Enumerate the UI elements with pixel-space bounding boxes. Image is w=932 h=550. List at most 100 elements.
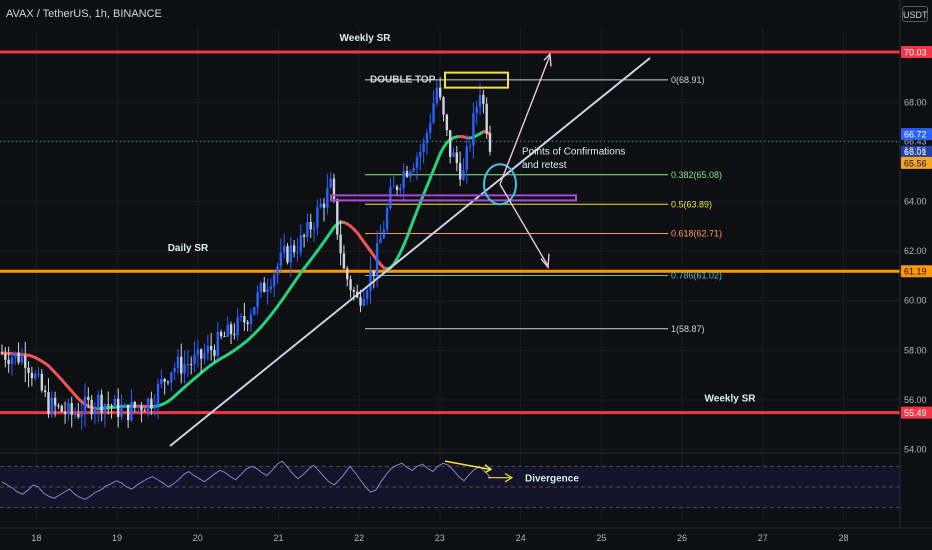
candle-body: [126, 404, 130, 421]
candle-body: [332, 178, 336, 200]
candle-body: [133, 401, 136, 408]
candle-body: [392, 186, 395, 188]
fib-label: 0(68.91): [671, 75, 705, 85]
time-tick: 21: [273, 533, 283, 543]
candle-body: [50, 397, 53, 415]
time-tick: 27: [758, 533, 768, 543]
divergence-label: Divergence: [525, 474, 579, 485]
trendline: [169, 57, 651, 447]
candle-body: [97, 394, 100, 409]
candle-body: [326, 187, 329, 208]
time-axis: 18 19 20 21 22 23 24 25 26 27 28: [0, 527, 932, 543]
candle-body: [153, 405, 156, 409]
confirmation-label-2: and retest: [522, 160, 567, 171]
candle-body: [302, 235, 306, 237]
double-top-box: [444, 71, 509, 89]
candle-body: [186, 363, 190, 365]
candle-body: [199, 349, 203, 359]
candle-body: [485, 103, 488, 134]
candle-body: [100, 394, 103, 413]
candle-body: [163, 378, 166, 382]
candle-body: [180, 356, 183, 374]
candle-body: [107, 404, 110, 406]
candle-body: [170, 372, 173, 383]
candle-body: [442, 97, 445, 115]
candle-body: [395, 186, 399, 190]
candle-body: [14, 352, 17, 358]
candle-body: [296, 252, 299, 254]
candle-body: [415, 157, 419, 169]
candle-body: [319, 203, 322, 208]
candle-body: [40, 373, 44, 391]
candle-body: [150, 398, 153, 409]
candle-body: [113, 398, 117, 407]
last-time-label: 18:56: [904, 145, 927, 155]
arrow-up-head: [543, 52, 552, 67]
fib-label: 1(58.87): [671, 324, 705, 334]
time-tick: 22: [354, 533, 364, 543]
price-tick: 68.00: [904, 97, 927, 107]
candle-body: [236, 317, 239, 335]
candle-body: [90, 399, 93, 415]
candle-body: [17, 352, 20, 363]
candle-body: [256, 292, 259, 308]
divergence-arrow-head: [504, 473, 514, 483]
candle-body: [216, 331, 219, 356]
candle-body: [140, 406, 143, 411]
time-tick: 18: [31, 533, 41, 543]
candle-body: [176, 356, 180, 369]
retest-circle: [483, 163, 517, 206]
price-axis: 68.00 66.43 64.00 62.00 60.00 58.00 56.00 54.00…: [899, 0, 932, 550]
rsi-line: [1, 460, 491, 500]
candle-body: [80, 414, 83, 417]
candle-body: [382, 229, 385, 239]
candle-body: [266, 289, 269, 293]
candle-body: [488, 133, 492, 152]
candle-body: [306, 221, 309, 237]
candle-body: [322, 203, 326, 208]
candle-body: [429, 122, 432, 133]
candle-body: [365, 290, 369, 299]
candle-body: [243, 316, 246, 323]
candle-body: [475, 106, 478, 114]
candle-body: [190, 363, 193, 365]
fib-label: 0.5(63.89): [671, 199, 712, 209]
candle-body: [276, 266, 279, 275]
price-tick: 60.00: [904, 296, 927, 306]
candle-body: [123, 404, 127, 408]
candle-body: [465, 146, 468, 170]
candle-body: [259, 282, 263, 293]
sr-label: Weekly SR: [705, 394, 757, 405]
candle-body: [389, 186, 392, 209]
candle-body: [409, 171, 412, 177]
candle-body: [349, 279, 352, 291]
candle-body: [0, 352, 4, 354]
currency-button[interactable]: USDT: [902, 6, 928, 22]
confirmation-label: Points of Confirmations: [522, 146, 625, 157]
candle-body: [87, 396, 90, 400]
candle-body: [435, 87, 439, 104]
candle-body: [130, 401, 133, 421]
price-tick: 66.43: [904, 136, 927, 146]
candle-body: [286, 246, 289, 263]
price-badge-label: 65.56: [904, 158, 927, 168]
ma-segment: [415, 201, 422, 213]
price-badge-label: 70.03: [904, 48, 927, 58]
candle-body: [24, 355, 27, 368]
candle-body: [110, 405, 113, 407]
rsi-divergence-line: [444, 460, 491, 471]
candle-body: [229, 324, 233, 335]
candle-body: [263, 282, 266, 293]
candlesticks: [0, 77, 492, 430]
candle-body: [166, 381, 170, 383]
time-tick: 20: [193, 533, 203, 543]
sr-label: Daily SR: [168, 243, 209, 254]
time-tick: 19: [112, 533, 122, 543]
candle-body: [273, 274, 276, 287]
time-tick: 28: [838, 533, 848, 543]
candle-body: [472, 113, 475, 146]
candle-body: [249, 314, 253, 325]
rsi-panel: Divergence75.0050.0025.00: [0, 452, 932, 518]
candle-body: [462, 169, 465, 180]
